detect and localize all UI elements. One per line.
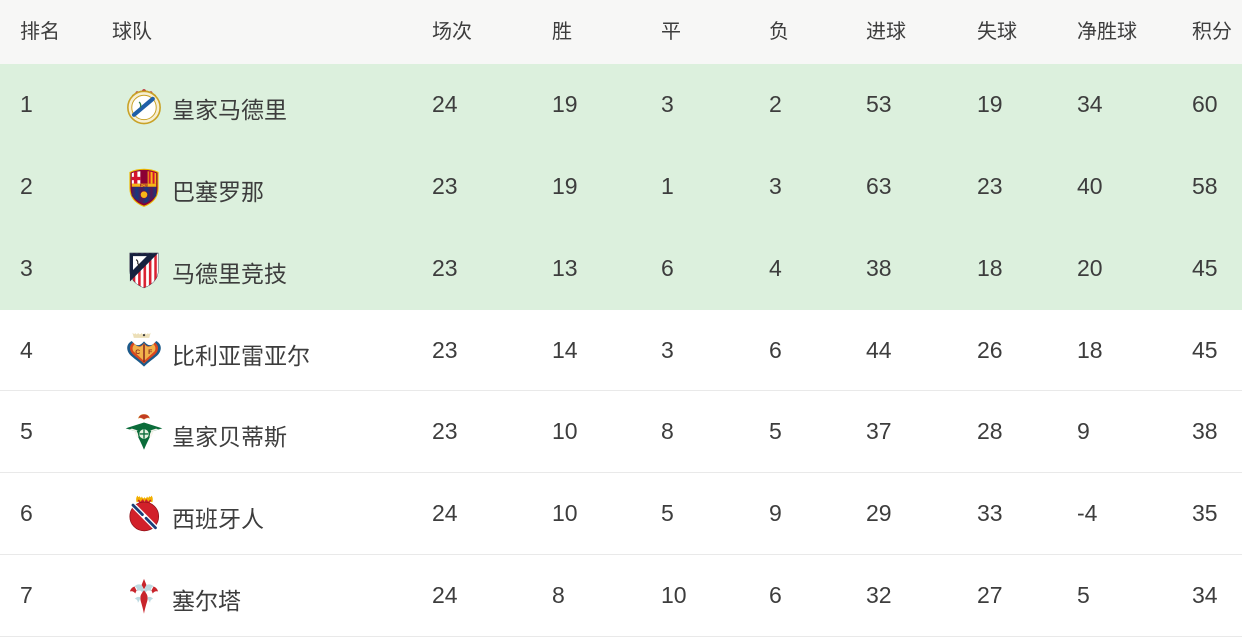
- svg-text:FCB: FCB: [140, 183, 148, 187]
- svg-text:C: C: [135, 348, 140, 355]
- svg-text:F: F: [148, 348, 152, 355]
